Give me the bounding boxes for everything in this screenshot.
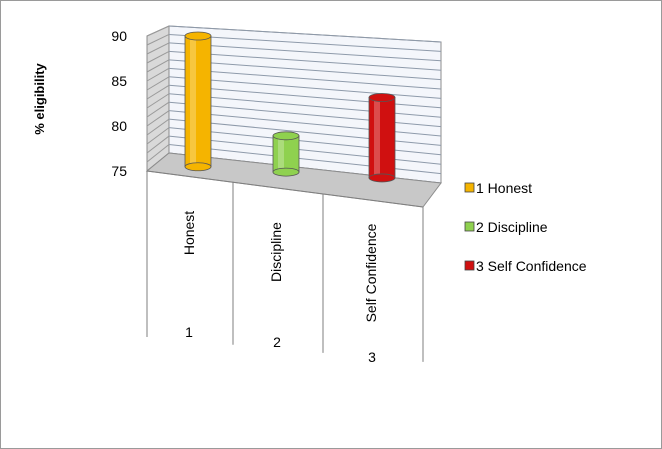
legend-swatch [464,221,475,232]
side-gridline [146,34,170,46]
legend-swatch [464,182,475,193]
legend-label: 2 Discipline [476,219,548,235]
side-gridline [146,110,170,127]
bar-body [272,135,300,173]
gridline [168,135,442,165]
gridline [168,101,442,128]
bar-discipline [272,131,300,177]
gridline [168,110,442,137]
legend: 1 Honest 2 Discipline 3 Self Confidence [464,180,587,274]
gridline [168,50,442,71]
side-gridline [146,135,170,154]
bar-highlight [190,36,196,167]
category-label: Discipline [268,222,284,282]
category-label: Honest [181,211,197,255]
side-gridline [146,50,170,64]
side-gridline [146,118,170,136]
table-top-edge [146,170,424,208]
legend-label: 1 Honest [476,180,532,196]
y-tick-label: 80 [111,118,127,134]
side-gridline [146,25,170,37]
gridline [168,93,442,118]
category-table: Honest 1 Discipline 2 Self Confidence 3 [146,170,424,365]
side-wall [146,25,170,173]
y-axis-label: % eligibility [32,62,47,134]
side-gridline [146,127,170,145]
bar-top [272,131,300,141]
bar-honest [184,31,212,172]
side-gridline [146,101,170,118]
gridline [168,84,442,109]
bar-body [184,35,212,168]
y-tick-label: 90 [111,28,127,44]
side-gridline [146,144,170,163]
gridline [168,25,442,43]
gridline [168,59,442,81]
bar-highlight [278,135,284,173]
side-gridline [146,76,170,91]
gridline [168,76,442,99]
legend-swatch [464,260,475,271]
bars [184,31,396,183]
side-gridline [146,59,170,73]
gridline [168,127,442,156]
side-gridline [146,42,170,55]
category-label: Self Confidence [363,223,379,322]
gridline [168,67,442,90]
bar-base [272,167,300,177]
bar-top [184,31,212,41]
gridline [168,118,442,146]
bar-self-confidence [368,93,396,183]
gridline [168,144,442,175]
y-tick-label: 75 [111,163,127,179]
bar-base [368,173,396,183]
bar-base [184,162,212,172]
gridline [168,33,442,52]
category-number: 1 [185,324,193,340]
bar-highlight [374,97,380,178]
side-gridline [146,84,170,100]
gridline [168,42,442,62]
side-gridline [146,93,170,109]
category-number: 3 [368,349,376,365]
category-number: 2 [273,334,281,350]
y-axis-ticks: 75 80 85 90 [111,28,127,179]
y-tick-label: 85 [111,73,127,89]
bar-body [368,97,396,179]
gridlines [146,25,442,184]
legend-label: 3 Self Confidence [476,258,587,274]
bar-top [368,93,396,102]
side-gridline [146,67,170,82]
